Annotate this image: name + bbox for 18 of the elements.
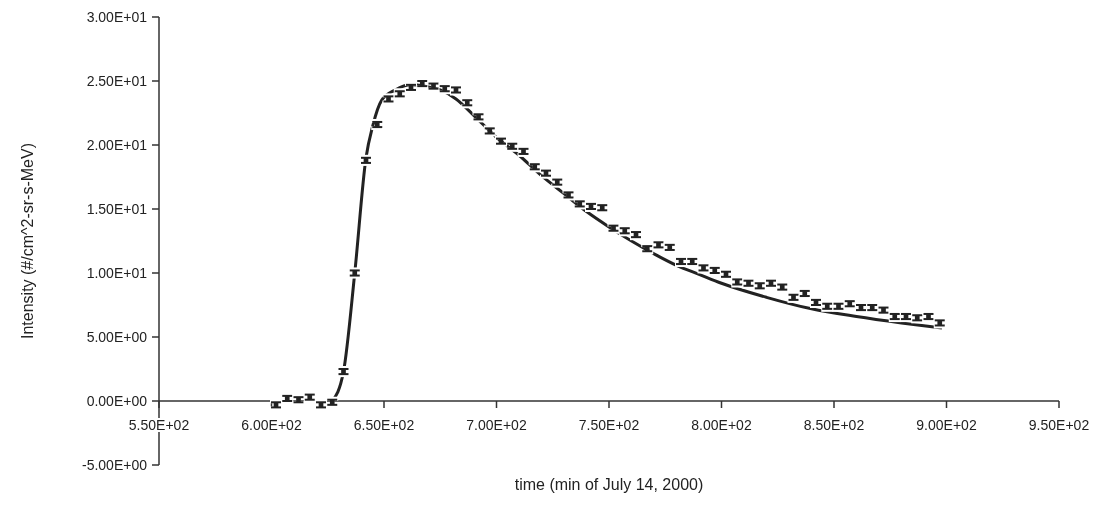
x-tick-label: 8.00E+02 <box>691 417 752 433</box>
x-tick-label: 7.00E+02 <box>466 417 527 433</box>
y-tick-label: 2.00E+01 <box>86 136 148 153</box>
y-tick-label: -5.00E+00 <box>82 456 148 473</box>
x-tick-label: 9.00E+02 <box>916 417 977 433</box>
y-tick-label: 3.00E+01 <box>86 8 148 25</box>
x-tick-label: 7.50E+02 <box>578 417 640 433</box>
x-tick-label: 6.00E+02 <box>241 417 302 433</box>
x-tick-label: 6.50E+02 <box>353 417 415 433</box>
y-tick-label: 2.50E+01 <box>86 72 148 89</box>
y-tick-label: 5.00E+00 <box>86 328 148 345</box>
x-tick-label: 9.50E+02 <box>1028 417 1090 433</box>
x-tick-label: 8.50E+02 <box>803 417 865 433</box>
y-tick-label: 1.00E+01 <box>86 264 148 281</box>
x-axis-title: time (min of July 14, 2000) <box>514 476 704 493</box>
y-axis-title: Intensity (#/cm^2-sr-s-MeV) <box>19 143 36 339</box>
y-tick-label: 1.50E+01 <box>86 200 148 217</box>
y-tick-label: 0.00E+00 <box>86 392 148 409</box>
